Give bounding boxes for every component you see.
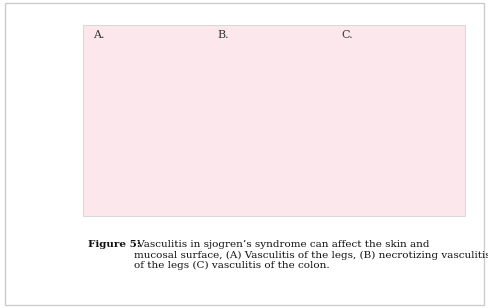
Text: Figure 5:: Figure 5: [88, 240, 141, 249]
Text: COLON: COLON [389, 195, 406, 200]
Text: Vasculitis in sjogren’s syndrome can affect the skin and
mucosal surface, (A) Va: Vasculitis in sjogren’s syndrome can aff… [134, 240, 488, 270]
Text: A.: A. [93, 30, 104, 40]
Text: C.: C. [341, 30, 352, 40]
Text: B.: B. [217, 30, 228, 40]
